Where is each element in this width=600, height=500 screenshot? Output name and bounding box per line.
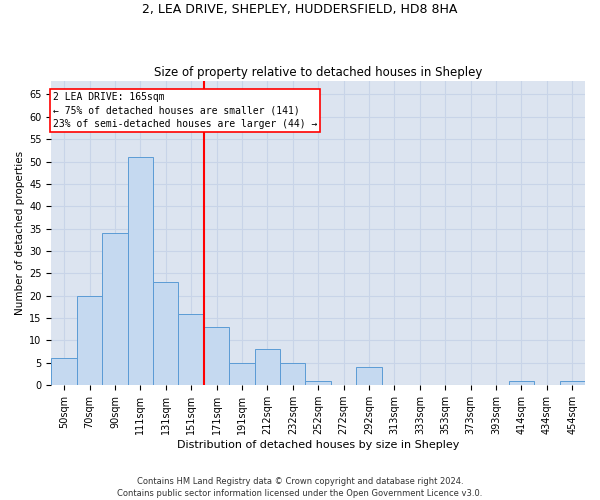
Bar (102, 233, 128, 385)
Y-axis label: Number of detached properties: Number of detached properties (15, 151, 25, 315)
Bar (178, 314, 204, 385)
Bar (509, 380, 534, 385)
Bar (356, 368, 382, 385)
Text: 2, LEA DRIVE, SHEPLEY, HUDDERSFIELD, HD8 8HA: 2, LEA DRIVE, SHEPLEY, HUDDERSFIELD, HD8… (142, 2, 458, 16)
Bar (52, 358, 77, 385)
Text: Contains HM Land Registry data © Crown copyright and database right 2024.
Contai: Contains HM Land Registry data © Crown c… (118, 476, 482, 498)
Bar (204, 327, 229, 385)
Bar (280, 363, 305, 385)
Text: 2 LEA DRIVE: 165sqm
← 75% of detached houses are smaller (141)
23% of semi-detac: 2 LEA DRIVE: 165sqm ← 75% of detached ho… (53, 92, 317, 128)
Bar (77, 296, 102, 385)
Bar (128, 157, 153, 385)
Bar (560, 380, 585, 385)
X-axis label: Distribution of detached houses by size in Shepley: Distribution of detached houses by size … (177, 440, 460, 450)
Bar (254, 350, 280, 385)
Bar (305, 380, 331, 385)
Bar (229, 363, 254, 385)
Title: Size of property relative to detached houses in Shepley: Size of property relative to detached ho… (154, 66, 482, 78)
Bar (153, 282, 178, 385)
